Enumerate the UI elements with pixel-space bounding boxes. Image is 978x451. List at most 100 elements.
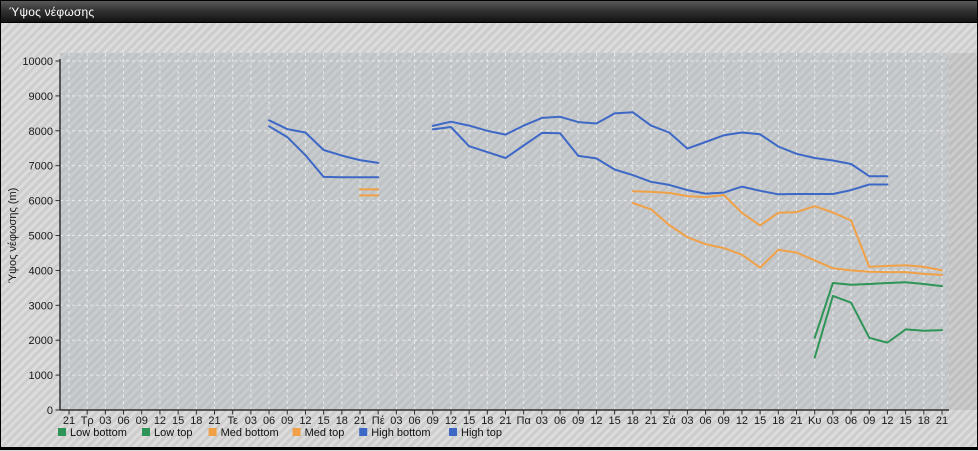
x-tick-label: 15 [463, 415, 475, 427]
chart-area: 21 Τρ 03 06 09 12 15 18 21 Τε 03 06 09 12 15 18 21 Πέ 03 06… [1, 23, 978, 448]
legend-swatch-med-bottom [208, 428, 217, 436]
x-tick-label: Τε [227, 415, 238, 427]
x-tick-label: 09 [718, 415, 730, 427]
axes [55, 59, 949, 415]
x-tick-label: 06 [554, 415, 566, 427]
x-tick-label: 03 [99, 415, 111, 427]
x-tick-label: 18 [627, 415, 639, 427]
legend: Low bottom Low top Med bottom Med top High b… [58, 427, 502, 439]
legend-swatch-low-top [142, 428, 150, 436]
y-tick-label: 6000 [29, 196, 53, 208]
window-title: Ύψος νέφωσης [9, 4, 95, 19]
x-tick-label: 06 [117, 415, 129, 427]
x-tick-label: 03 [536, 415, 548, 427]
x-tick-label: 18 [772, 415, 784, 427]
legend-swatch-low-bottom [58, 428, 66, 436]
x-tick-label: 18 [190, 415, 202, 427]
x-tick-label: 12 [154, 415, 166, 427]
legend-item-low-top: Low top [142, 427, 193, 439]
x-tick-label: 09 [427, 415, 439, 427]
y-tick-label: 1000 [29, 370, 53, 382]
x-tick-label: 12 [445, 415, 457, 427]
y-tick-label: 3000 [29, 300, 53, 312]
legend-swatch-med-top [292, 428, 301, 436]
x-tick-label: Σά [663, 415, 677, 427]
x-tick-label: 12 [590, 415, 602, 427]
series-line-high-bottom [431, 126, 889, 196]
x-tick-label: 15 [900, 415, 912, 427]
x-tick-label: 03 [390, 415, 402, 427]
x-tick-label: 21 [63, 415, 75, 427]
x-tick-label: 21 [499, 415, 511, 427]
legend-label-high-bottom: High bottom [371, 427, 430, 439]
plot-right-shadow [949, 53, 978, 410]
x-tick-label: 18 [336, 415, 348, 427]
x-tick-label: 09 [281, 415, 293, 427]
x-tick-label: 18 [918, 415, 930, 427]
title-bar: Ύψος νέφωσης [1, 1, 977, 23]
y-axis-labels: 0 1000 2000 3000 4000 5000 6000 7000 8000 9000 100… [22, 56, 53, 417]
legend-item-high-bottom: High bottom [359, 427, 431, 439]
legend-item-low-bottom: Low bottom [58, 427, 127, 439]
y-tick-label: 2000 [29, 335, 53, 347]
x-tick-label: 21 [936, 415, 948, 427]
x-tick-label: 12 [881, 415, 893, 427]
legend-swatch-high-bottom [359, 428, 368, 436]
series-lines [268, 111, 943, 359]
x-tick-label: 03 [827, 415, 839, 427]
y-axis-title: Ύψος νέφωσης (m) [7, 188, 19, 284]
gridlines [60, 53, 949, 410]
x-tick-label: 09 [136, 415, 148, 427]
x-tick-label: 12 [299, 415, 311, 427]
x-tick-label: 06 [408, 415, 420, 427]
series-line-med-bottom [631, 202, 943, 276]
x-tick-label: 09 [863, 415, 875, 427]
x-tick-label: 21 [208, 415, 220, 427]
x-tick-label: 06 [263, 415, 275, 427]
legend-item-med-top: Med top [292, 427, 345, 439]
legend-label-high-top: High top [461, 427, 502, 439]
y-tick-label: 7000 [29, 161, 53, 173]
x-tick-label: 15 [609, 415, 621, 427]
x-tick-label: 15 [754, 415, 766, 427]
x-tick-label: 15 [318, 415, 330, 427]
x-tick-label: 03 [245, 415, 257, 427]
x-tick-label: Κυ [808, 415, 821, 427]
legend-label-med-top: Med top [305, 427, 345, 439]
x-axis-labels: 21 Τρ 03 06 09 12 15 18 21 Τε 03 06 09 12 15 18 21 Πέ 03 06… [63, 415, 948, 427]
series-line-low-top [813, 281, 943, 339]
y-tick-label: 9000 [29, 91, 53, 103]
x-tick-label: Πα [517, 415, 532, 427]
legend-swatch-high-top [449, 428, 457, 436]
y-tick-label: 0 [47, 405, 53, 417]
x-tick-label: 15 [172, 415, 184, 427]
x-tick-label: 03 [681, 415, 693, 427]
x-tick-label: 18 [481, 415, 493, 427]
x-tick-label: 09 [572, 415, 584, 427]
series-line-high-top [268, 119, 380, 164]
legend-item-med-bottom: Med bottom [208, 427, 279, 439]
plot-background [60, 53, 949, 410]
series-line-high-bottom [268, 125, 380, 179]
y-tick-label: 8000 [29, 126, 53, 138]
legend-label-low-top: Low top [154, 427, 193, 439]
x-tick-label: 21 [354, 415, 366, 427]
series-line-med-top [631, 190, 943, 272]
cloud-height-chart: 21 Τρ 03 06 09 12 15 18 21 Τε 03 06 09 12 15 18 21 Πέ 03 06… [7, 53, 978, 439]
x-tick-label: 21 [645, 415, 657, 427]
x-tick-label: Πέ [372, 415, 385, 427]
x-tick-label: Τρ [81, 415, 94, 427]
series-line-high-top [431, 111, 889, 178]
y-tick-label: 10000 [22, 56, 53, 68]
x-tick-label: 12 [736, 415, 748, 427]
x-tick-label: 21 [790, 415, 802, 427]
legend-label-low-bottom: Low bottom [70, 427, 127, 439]
y-tick-label: 5000 [29, 231, 53, 243]
legend-label-med-bottom: Med bottom [221, 427, 279, 439]
legend-item-high-top: High top [449, 427, 502, 439]
series-line-low-bottom [813, 294, 943, 359]
y-tick-label: 4000 [29, 265, 53, 277]
x-tick-label: 06 [845, 415, 857, 427]
